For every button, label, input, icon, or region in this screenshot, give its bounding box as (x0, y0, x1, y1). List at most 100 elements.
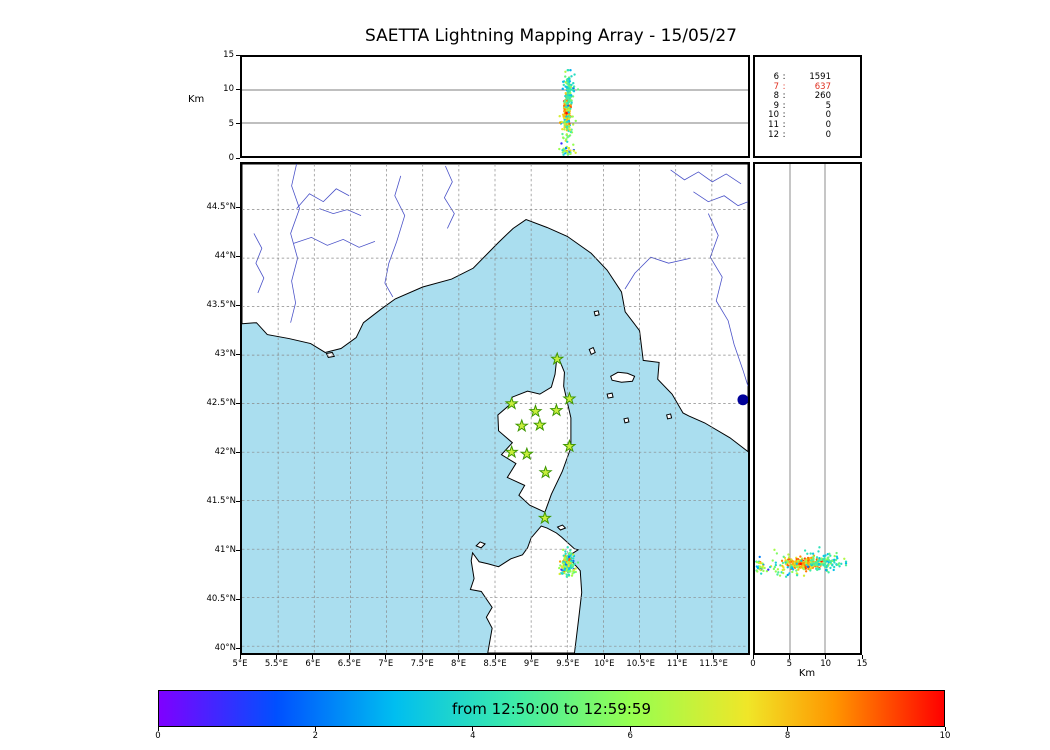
blue-marker-dot (737, 394, 748, 406)
lon-tick-mark (713, 655, 715, 659)
lat-tick-mark (236, 256, 240, 258)
lon-tick-mark (458, 655, 460, 659)
stat-row: 12:0 (768, 129, 831, 140)
map-gridlines (242, 164, 748, 653)
colorbar-tick-mark (157, 727, 159, 731)
altitude-tick-mark (236, 123, 240, 125)
lon-tick-mark (603, 655, 605, 659)
lon-tick-mark (312, 655, 314, 659)
colorbar-tick-label: 8 (784, 731, 791, 741)
km-tick-label: 15 (856, 659, 868, 669)
lightning-scatter-altitude-top (558, 69, 580, 156)
altitude-longitude-panel (240, 55, 750, 158)
station-star-icon (532, 417, 547, 432)
colorbar-tick-label: 0 (155, 731, 161, 741)
km-tick-mark (825, 655, 827, 659)
page-title: SAETTA Lightning Mapping Array - 15/05/2… (365, 26, 737, 46)
colorbar-time-range-label: from 12:50:00 to 12:59:59 (451, 699, 651, 718)
station-star-icon (562, 438, 577, 453)
altitude-axis-label-right: Km (798, 668, 816, 679)
station-star-icon (562, 391, 577, 405)
altitude-tick-label: 10 (223, 84, 234, 95)
altitude-axis-label-top: Km (188, 94, 205, 105)
lat-tick-label: 43°N (214, 349, 236, 360)
lat-tick-mark (236, 500, 240, 502)
lat-tick-label: 40°N (214, 642, 236, 653)
lon-tick-mark (676, 655, 678, 659)
lat-tick-label: 41°N (214, 544, 236, 555)
lon-tick-label: 7°E (378, 659, 394, 669)
small-islands (325, 310, 673, 549)
altitude-tick-mark (236, 157, 240, 159)
lat-tick-label: 41.5°N (206, 495, 236, 506)
station-star-icon (550, 351, 565, 366)
km-tick-label: 0 (750, 659, 756, 669)
station-star-icon (549, 403, 564, 417)
lon-tick-label: 9°E (523, 659, 539, 669)
colorbar-tick-label: 6 (627, 731, 633, 741)
landmasses (242, 164, 748, 653)
lon-tick-label: 5°E (232, 659, 248, 669)
lat-tick-mark (236, 647, 240, 649)
colorbar-tick-mark (314, 727, 316, 731)
station-star-icon (514, 418, 529, 433)
lon-tick-mark (494, 655, 496, 659)
station-star-icon (538, 465, 553, 479)
lightning-scatter-altitude-right (755, 546, 848, 578)
colorbar-tick-label: 2 (312, 731, 319, 741)
lat-tick-mark (236, 598, 240, 600)
altitude-tick-label: 15 (223, 50, 234, 60)
km-tick-label: 5 (786, 659, 793, 669)
lat-tick-mark (236, 354, 240, 356)
lon-tick-label: 5.5°E (264, 659, 288, 669)
lon-tick-mark (239, 655, 241, 659)
lat-tick-mark (236, 452, 240, 454)
lon-tick-mark (421, 655, 423, 659)
station-star-markers (504, 351, 577, 525)
coastline-mainland (242, 164, 748, 453)
lon-tick-label: 6°E (305, 659, 321, 669)
coastline-sardinia (469, 525, 583, 653)
time-colorbar: from 12:50:00 to 12:59:59 (158, 690, 945, 727)
station-multiplicity-stats-panel: 6:1591 7:637 8:260 9:5 10:0 11:0 12:0 (753, 55, 862, 158)
colorbar-tick-label: 10 (939, 731, 951, 741)
lon-tick-label: 6.5°E (337, 659, 361, 669)
lat-tick-mark (236, 207, 240, 209)
lon-tick-mark (275, 655, 277, 659)
altitude-tick-mark (236, 54, 240, 56)
stat-row: 11:0 (768, 119, 831, 130)
altitude-gridlines (242, 89, 748, 124)
km-tick-label: 10 (820, 659, 832, 669)
colorbar-tick-label: 4 (470, 731, 476, 741)
lat-tick-mark (236, 305, 240, 307)
lon-tick-label: 9.5°E (556, 659, 580, 669)
lon-tick-label: 10.5°E (626, 659, 655, 669)
km-tick-mark (788, 655, 790, 659)
lon-tick-label: 11.5°E (699, 659, 728, 669)
altitude-gridlines-right (789, 164, 826, 653)
station-star-icon (537, 510, 552, 525)
lon-tick-label: 11°E (666, 659, 688, 669)
altitude-tick-label: 0 (228, 153, 234, 163)
lat-tick-mark (236, 403, 240, 405)
km-tick-mark (752, 655, 754, 659)
lon-tick-mark (640, 655, 642, 659)
altitude-tick-label: 5 (228, 118, 234, 129)
station-star-icon (519, 446, 534, 461)
colorbar-tick-mark (472, 727, 474, 731)
colorbar-tick-mark (787, 727, 789, 731)
lon-tick-label: 10°E (594, 659, 615, 669)
lightning-scatter-map (558, 546, 580, 578)
colorbar-tick-mark (629, 727, 631, 731)
station-star-icon (528, 403, 543, 418)
altitude-tick-mark (236, 88, 240, 90)
stat-row: 9:5 (773, 100, 831, 111)
station-star-icon (504, 444, 519, 459)
lon-tick-mark (385, 655, 387, 659)
coastline-corsica (497, 354, 572, 513)
island-elba (610, 371, 636, 383)
lat-tick-label: 43.5°N (206, 300, 236, 311)
rivers (253, 164, 748, 387)
lat-tick-label: 40.5°N (206, 593, 236, 604)
